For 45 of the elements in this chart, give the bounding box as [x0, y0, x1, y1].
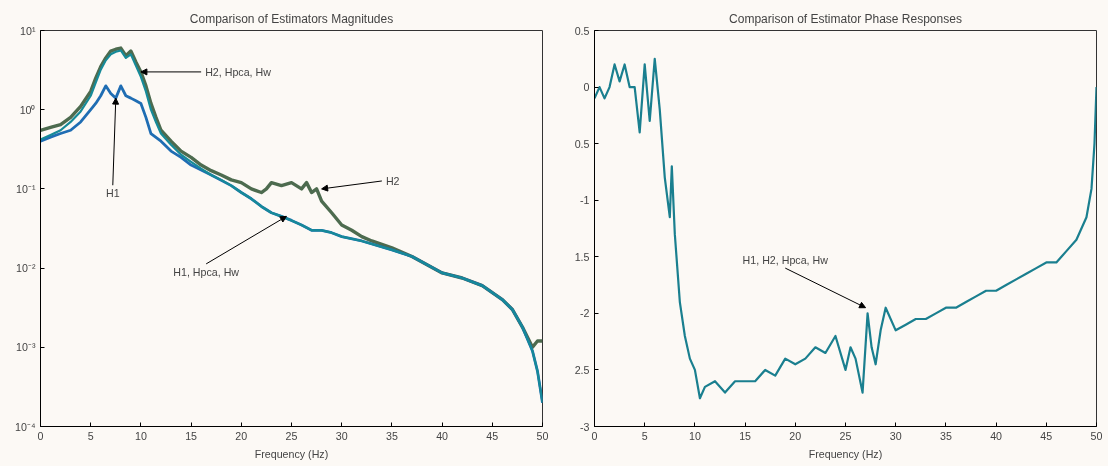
x-tick-label: 5 [641, 429, 648, 442]
x-tick-label: 15 [185, 429, 198, 442]
x-axis-title: Frequency (Hz) [808, 447, 883, 460]
x-tick-label: 30 [335, 429, 348, 442]
x-tick-label: 30 [889, 429, 902, 442]
y-tick-label: 0.5 [574, 24, 590, 37]
x-tick-label: 35 [385, 429, 398, 442]
x-tick-label: 15 [739, 429, 752, 442]
annotation: H2, Hpca, Hw [205, 65, 272, 78]
y-tick-label: 10⁰ [19, 103, 36, 116]
x-tick-label: 35 [939, 429, 952, 442]
x-tick-label: 0 [37, 429, 44, 442]
annotation: H1 [105, 187, 120, 200]
y-tick-label: -3 [580, 420, 590, 433]
y-tick-label: 0 [583, 81, 590, 94]
y-tick-label: 0.5 [574, 137, 590, 150]
x-tick-label: 50 [536, 429, 549, 442]
chart-title: Comparison of Estimators Magnitudes [189, 11, 394, 26]
y-tick-label: 10⁻³ [16, 341, 36, 354]
y-tick-label: 10⁻² [16, 262, 36, 275]
x-tick-label: 20 [789, 429, 802, 442]
y-tick-label: -1 [580, 194, 590, 207]
x-tick-label: 45 [1040, 429, 1053, 442]
y-tick-label: 2.5 [574, 363, 590, 376]
annotation: H1, H2, Hpca, Hw [742, 254, 829, 267]
x-tick-label: 10 [134, 429, 147, 442]
x-tick-label: 45 [486, 429, 499, 442]
x-tick-label: 25 [285, 429, 298, 442]
y-tick-label: 10¹ [20, 24, 36, 37]
y-tick-label: -2 [580, 307, 590, 320]
x-tick-label: 40 [990, 429, 1003, 442]
x-tick-label: 40 [436, 429, 449, 442]
x-tick-label: 10 [688, 429, 701, 442]
x-tick-label: 5 [87, 429, 94, 442]
annotation: H1, Hpca, Hw [173, 265, 240, 278]
y-tick-label: 10⁻¹ [16, 182, 36, 195]
annotation: H2 [385, 174, 400, 187]
x-tick-label: 20 [235, 429, 248, 442]
chart-title: Comparison of Estimator Phase Responses [729, 11, 962, 26]
x-tick-label: 25 [839, 429, 852, 442]
y-tick-label: 10⁻⁴ [15, 420, 36, 433]
x-axis-title: Frequency (Hz) [254, 447, 329, 460]
x-tick-label: 0 [591, 429, 598, 442]
y-tick-label: 1.5 [574, 250, 590, 263]
x-tick-label: 50 [1090, 429, 1103, 442]
